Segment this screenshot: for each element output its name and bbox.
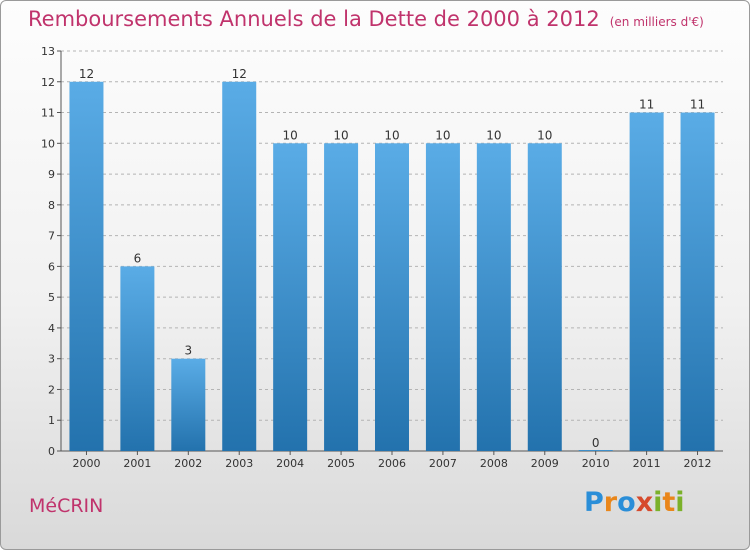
bar-2007 <box>425 143 460 452</box>
x-tick-label: 2011 <box>633 457 661 470</box>
data-label-2002: 3 <box>184 344 192 358</box>
data-label-2007: 10 <box>435 128 450 142</box>
y-tick-label: 7 <box>48 230 55 243</box>
data-label-2008: 10 <box>486 128 501 142</box>
data-label-2004: 10 <box>283 128 298 142</box>
logo-letter: i <box>675 487 685 518</box>
y-tick-label: 11 <box>41 107 55 120</box>
bar-2001 <box>120 266 155 451</box>
bar-2006 <box>375 143 409 452</box>
bar-2000 <box>69 81 104 452</box>
bar-2005 <box>324 143 359 452</box>
y-tick-label: 4 <box>48 322 55 335</box>
bars <box>69 81 715 452</box>
data-label-2006: 10 <box>384 128 399 142</box>
y-tick-label: 0 <box>48 445 55 458</box>
logo-letter: o <box>617 487 636 518</box>
data-labels: 12 6 3 12 10 10 10 10 10 10 0 11 11 <box>79 67 705 450</box>
data-label-2003: 12 <box>232 67 247 81</box>
x-tick-label: 2009 <box>531 457 559 470</box>
title-text: Remboursements Annuels de la Dette de 20… <box>28 7 600 31</box>
x-tick-label: 2006 <box>378 457 406 470</box>
data-label-2000: 12 <box>79 67 94 81</box>
y-tick-label: 10 <box>41 137 55 150</box>
data-label-2001: 6 <box>134 251 142 265</box>
data-label-2012: 11 <box>690 98 705 112</box>
bar-2008 <box>476 143 511 452</box>
bar-2010 <box>578 450 613 451</box>
bar-2003 <box>222 81 257 452</box>
logo-letter: x <box>635 487 654 518</box>
y-tick-label: 1 <box>48 414 55 427</box>
bar-2004 <box>273 143 308 452</box>
data-label-2005: 10 <box>333 128 348 142</box>
data-label-2011: 11 <box>639 98 654 112</box>
y-tick-label: 12 <box>41 76 55 89</box>
data-label-2009: 10 <box>537 128 552 142</box>
y-tick-label: 6 <box>48 260 55 273</box>
y-tick-label: 8 <box>48 199 55 212</box>
chart-subtitle: (en milliers d'€) <box>609 15 704 29</box>
x-tick-label: 2010 <box>582 457 610 470</box>
data-label-2010: 0 <box>592 436 600 450</box>
y-tick-label: 3 <box>48 353 55 366</box>
bar-2002 <box>171 358 206 451</box>
logo-letter: P <box>584 487 604 518</box>
logo-letter: r <box>603 487 618 518</box>
y-tick-label: 9 <box>48 168 55 181</box>
x-tick-label: 2005 <box>327 457 355 470</box>
logo-letter: t <box>662 487 676 518</box>
x-tick-label: 2000 <box>72 457 100 470</box>
x-tick-label: 2004 <box>276 457 304 470</box>
x-tick-label: 2012 <box>684 457 712 470</box>
x-tick-label: 2002 <box>174 457 202 470</box>
bar-2011 <box>629 112 664 452</box>
x-tick-label: 2003 <box>225 457 253 470</box>
y-tick-label: 5 <box>48 291 55 304</box>
y-tick-label: 13 <box>41 45 55 58</box>
logo-letter: i <box>653 487 663 518</box>
x-tick-label: 2007 <box>429 457 457 470</box>
bar-2009 <box>527 143 562 452</box>
x-tick-label: 2008 <box>480 457 508 470</box>
chart-title: Remboursements Annuels de la Dette de 20… <box>28 7 704 31</box>
x-tick-label: 2001 <box>123 457 151 470</box>
bar-2012 <box>680 112 715 452</box>
commune-name: MéCRIN <box>29 495 104 517</box>
y-tick-label: 2 <box>48 383 55 396</box>
proxiti-logo: Proxiti <box>584 487 685 518</box>
